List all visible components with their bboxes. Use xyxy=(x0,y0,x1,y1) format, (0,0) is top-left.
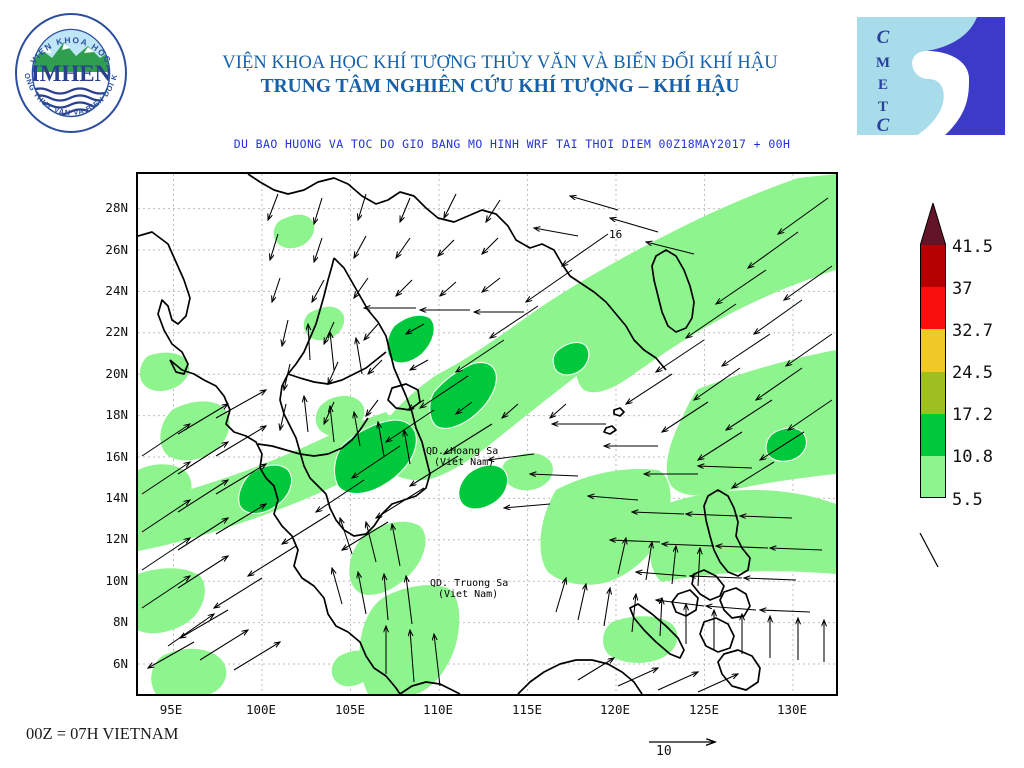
ytick-8N: 8N xyxy=(112,614,128,629)
cmetc-letter-m: M xyxy=(876,55,890,71)
cmetc-logo: C M E T C xyxy=(857,17,1005,135)
cmetc-letter-t: T xyxy=(878,99,888,115)
xtick-105E: 105E xyxy=(334,702,366,717)
forecast-subtitle: DU BAO HUONG VA TOC DO GIO BANG MO HINH … xyxy=(233,137,791,151)
reference-vector-arrow xyxy=(649,734,765,766)
annotation-truong-sa-line2: (Viet Nam) xyxy=(438,589,499,600)
ytick-26N: 26N xyxy=(105,242,128,257)
imhen-logo: IMHEN VIEN KHOA HOC KHI TUONG THUY VAN V… xyxy=(12,12,127,133)
annotation-truong-sa-line1: QD. Truong Sa xyxy=(430,578,509,589)
xtick-125E: 125E xyxy=(688,702,720,717)
ytick-14N: 14N xyxy=(105,490,128,505)
ytick-10N: 10N xyxy=(105,573,128,588)
cb-label-32-7: 32.7 xyxy=(952,321,993,341)
cb-label-24-5: 24.5 xyxy=(952,363,993,383)
contour-label-16: 16 xyxy=(609,228,622,241)
ytick-16N: 16N xyxy=(105,449,128,464)
cb-swatch-32-7 xyxy=(920,329,946,372)
wind-map-canvas: 16 xyxy=(138,174,836,694)
cb-label-17-2: 17.2 xyxy=(952,405,993,425)
coastlines xyxy=(138,174,761,694)
cb-swatch-37 xyxy=(920,287,946,330)
center-name: TRUNG TÂM NGHIÊN CỨU KHÍ TƯỢNG – KHÍ HẬU xyxy=(260,76,740,97)
ytick-22N: 22N xyxy=(105,324,128,339)
colorbar: 41.5 37 32.7 24.5 17.2 10.8 5.5 xyxy=(912,203,1022,568)
annotation-hoang-sa: QD. Hoang Sa (Viet Nam) xyxy=(426,446,498,468)
page-title: VIỆN KHOA HỌC KHÍ TƯỢNG THỦY VĂN VÀ BIẾN… xyxy=(170,52,830,99)
colorbar-tail-line xyxy=(919,533,939,568)
windspeed-shade-light xyxy=(138,174,836,694)
ytick-28N: 28N xyxy=(105,200,128,215)
annotation-hoang-sa-line2: (Viet Nam) xyxy=(434,457,495,468)
colorbar-extend-arrow xyxy=(920,203,946,246)
cmetc-letter-c1: C xyxy=(877,27,890,48)
ytick-6N: 6N xyxy=(112,656,128,671)
xtick-130E: 130E xyxy=(776,702,808,717)
cb-label-41-5: 41.5 xyxy=(952,237,993,257)
reference-vector-label: 10 xyxy=(656,744,672,759)
ytick-12N: 12N xyxy=(105,531,128,546)
annotation-hoang-sa-line1: QD. Hoang Sa xyxy=(426,446,499,457)
cmetc-letter-c2: C xyxy=(877,115,890,135)
xtick-110E: 110E xyxy=(422,702,454,717)
windspeed-shade-medium xyxy=(238,315,807,514)
xtick-120E: 120E xyxy=(599,702,631,717)
annotation-truong-sa: QD. Truong Sa (Viet Nam) xyxy=(430,578,508,600)
cb-swatch-17-2 xyxy=(920,413,946,456)
cb-label-37: 37 xyxy=(952,279,973,299)
cb-swatch-24-5 xyxy=(920,371,946,414)
colorbar-swatches xyxy=(920,245,946,540)
cb-label-10-8: 10.8 xyxy=(952,447,993,467)
imhen-acronym: IMHEN xyxy=(31,61,112,86)
plot-frame: 16 QD. Hoang Sa (Viet Nam) QD. Truong Sa… xyxy=(136,172,838,696)
xtick-95E: 95E xyxy=(159,702,183,717)
map-plot: 16 QD. Hoang Sa (Viet Nam) QD. Truong Sa… xyxy=(105,172,838,717)
xtick-100E: 100E xyxy=(245,702,277,717)
timezone-note: 00Z = 07H VIETNAM xyxy=(26,724,179,743)
wind-vectors xyxy=(141,193,833,693)
cmetc-letter-e: E xyxy=(878,77,888,93)
ytick-24N: 24N xyxy=(105,283,128,298)
cb-swatch-41-5 xyxy=(920,245,946,288)
ytick-20N: 20N xyxy=(105,366,128,381)
cb-label-5-5: 5.5 xyxy=(952,490,983,510)
xtick-115E: 115E xyxy=(511,702,543,717)
contour-lines xyxy=(238,314,807,515)
cb-swatch-10-8 xyxy=(920,455,946,499)
institute-name: VIỆN KHOA HỌC KHÍ TƯỢNG THỦY VĂN VÀ BIẾN… xyxy=(222,53,778,73)
ytick-18N: 18N xyxy=(105,407,128,422)
